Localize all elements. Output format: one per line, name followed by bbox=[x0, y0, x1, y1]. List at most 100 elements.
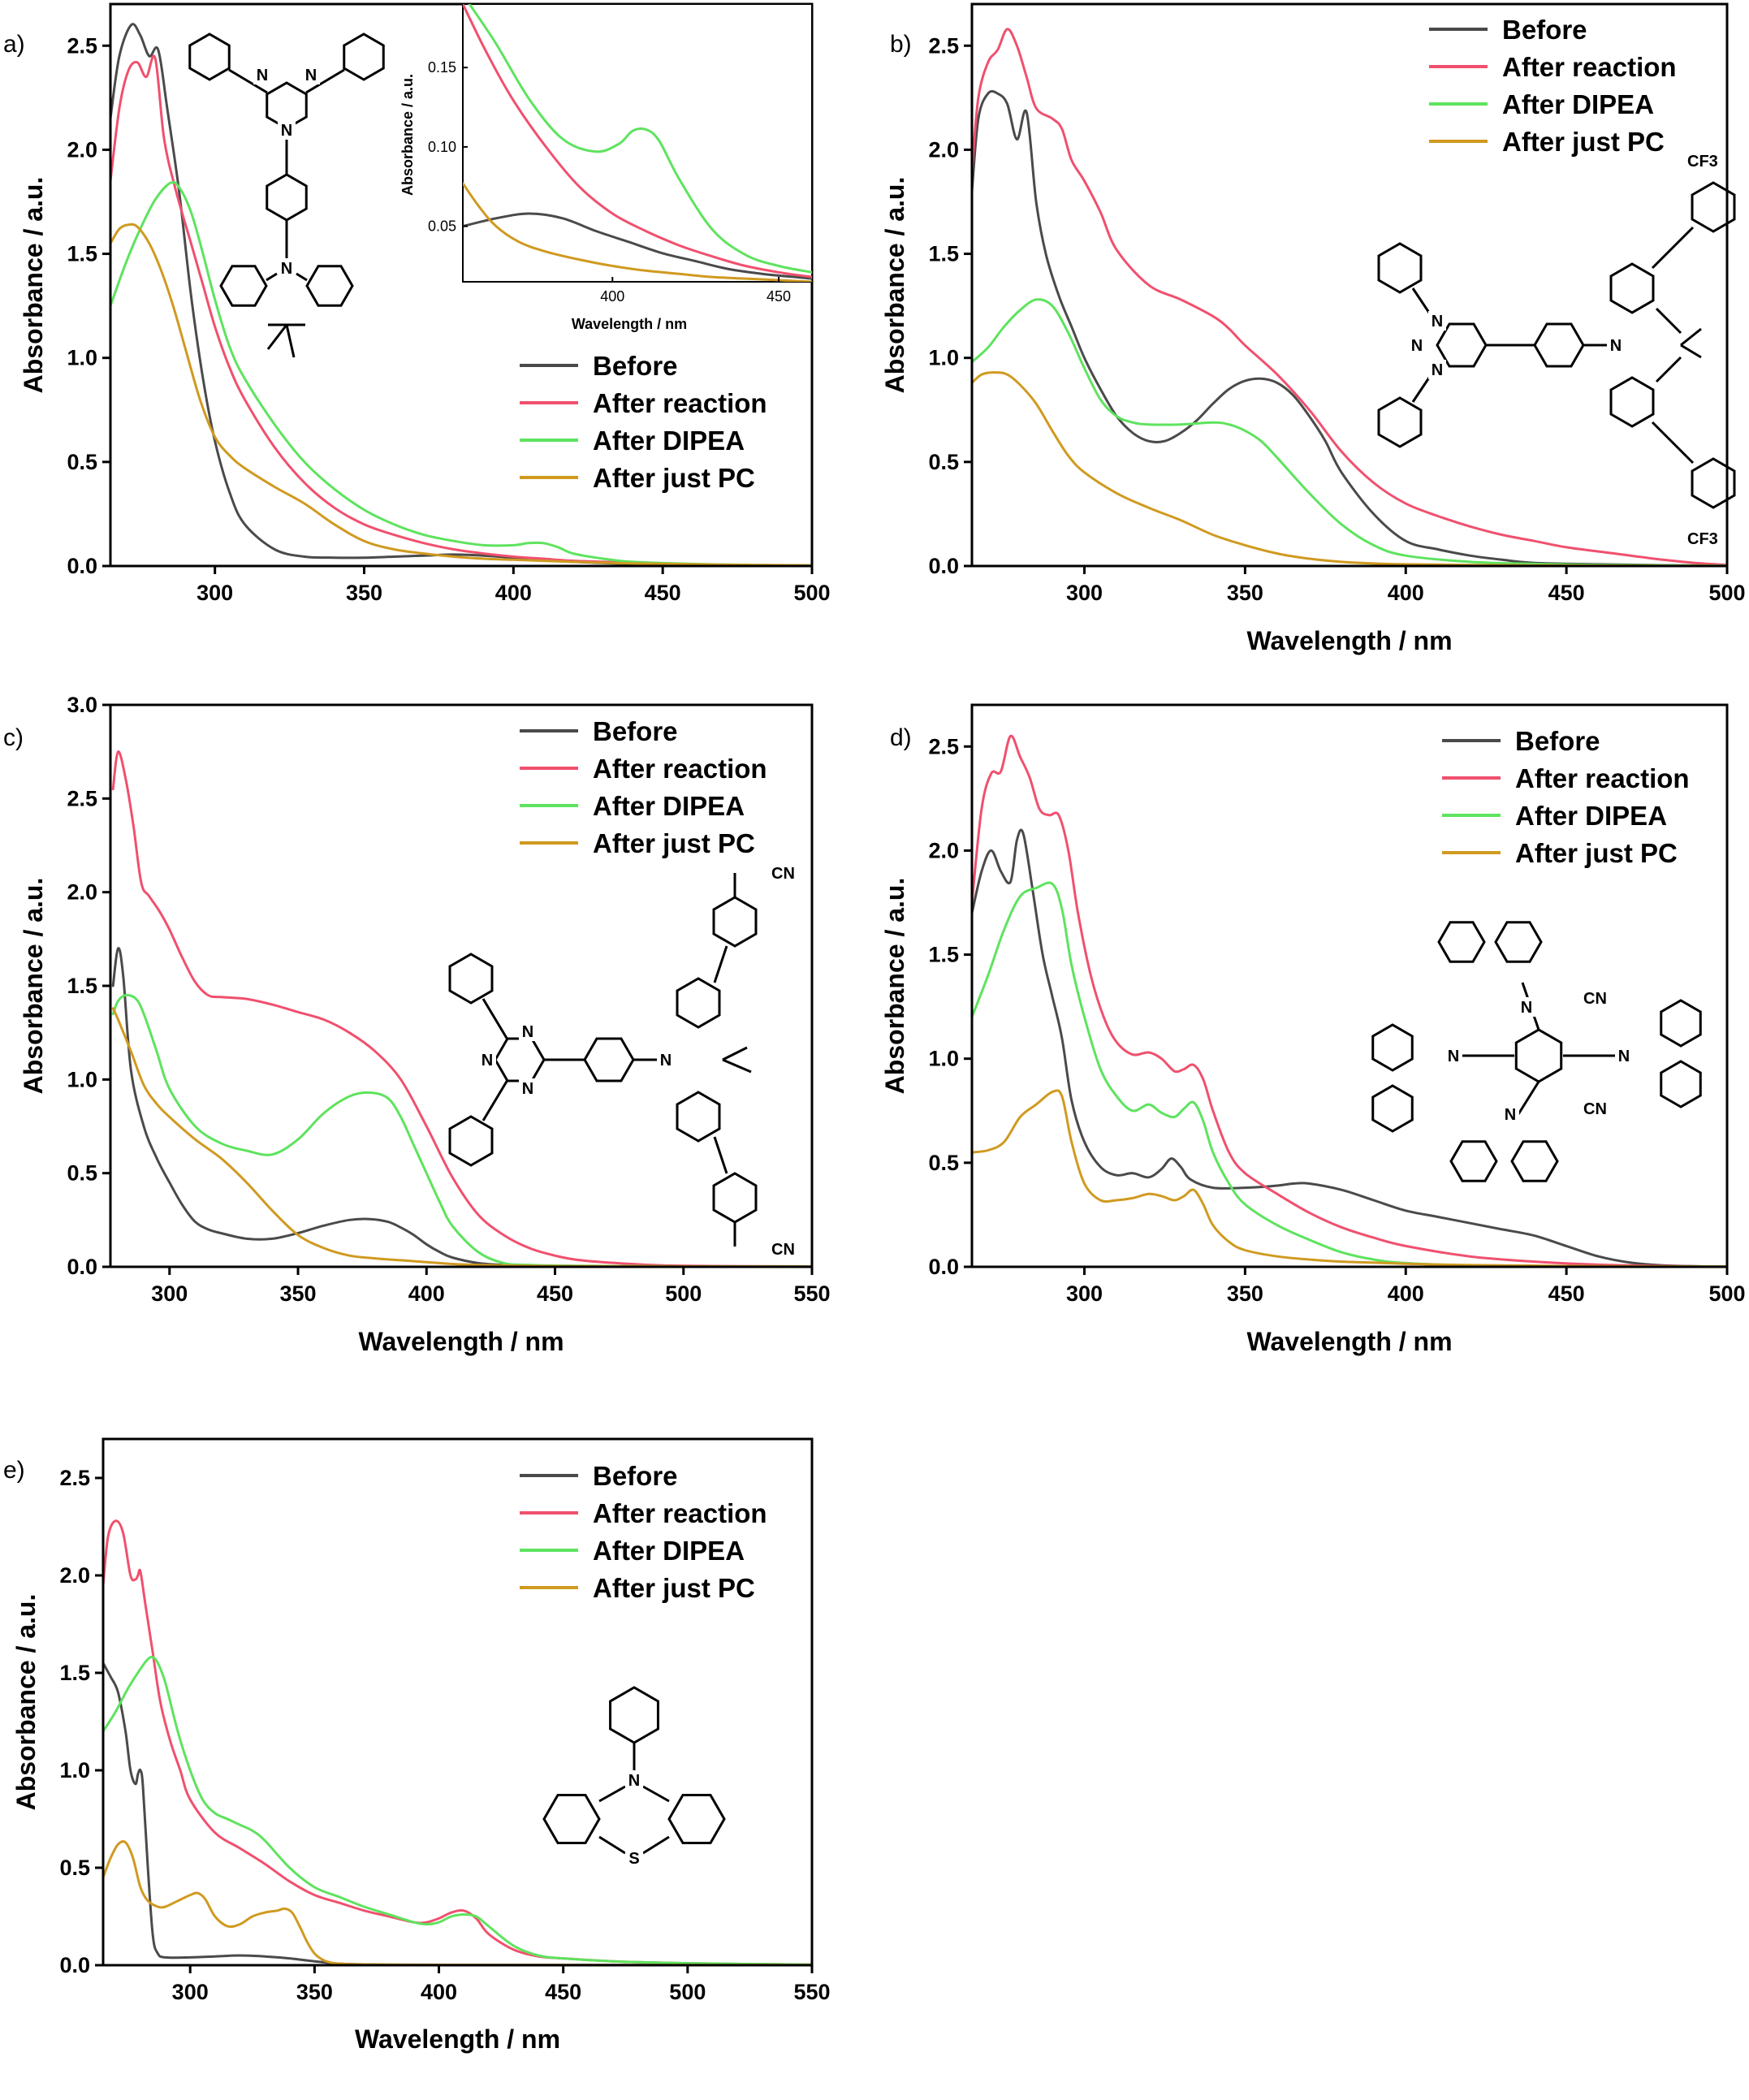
y-tick-label: 1.0 bbox=[928, 346, 959, 370]
panel-letter: d) bbox=[890, 724, 912, 751]
y-tick-label: 0.5 bbox=[67, 450, 97, 474]
series-line-after-just-pc bbox=[109, 223, 814, 567]
ring bbox=[266, 81, 308, 130]
atom-bg bbox=[625, 1770, 643, 1790]
bond bbox=[1651, 421, 1695, 465]
ring bbox=[188, 32, 231, 81]
x-tick-label: 450 bbox=[1548, 1281, 1585, 1306]
y-tick-label: 3.0 bbox=[67, 693, 97, 717]
atom-bg bbox=[1428, 360, 1446, 379]
ring bbox=[1494, 921, 1543, 963]
legend-entry: After just PC bbox=[593, 828, 755, 858]
y-axis-title: Absorbance / a.u. bbox=[880, 177, 909, 394]
substituent-cn: CN bbox=[771, 1241, 795, 1259]
series-line-after-just-pc bbox=[111, 1007, 814, 1268]
y-tick-label: 1.5 bbox=[59, 1661, 90, 1685]
y-tick-label: 2.5 bbox=[928, 734, 959, 758]
inset-x-tick-label: 400 bbox=[600, 288, 624, 305]
legend-entry: After reaction bbox=[1515, 763, 1690, 793]
bond bbox=[1655, 307, 1682, 335]
ring bbox=[1436, 322, 1488, 368]
atom-label: N bbox=[1505, 1106, 1516, 1124]
atom-bg bbox=[1518, 997, 1535, 1017]
x-axis-title: Wavelength / nm bbox=[355, 2024, 560, 2054]
bond bbox=[598, 1835, 626, 1855]
y-tick-label: 1.0 bbox=[59, 1758, 90, 1782]
chart-panel-5: e) 300 350 400 450 500 550 0.0 0.5 1.0 1.5 2.0 2.5 Ab… bbox=[3, 1437, 831, 2054]
atom-bg bbox=[278, 120, 296, 140]
plot-frame bbox=[970, 2, 1729, 568]
atom-bg bbox=[657, 1050, 675, 1069]
atom-label: N bbox=[281, 122, 292, 140]
ring bbox=[1691, 181, 1736, 233]
ring bbox=[1437, 921, 1486, 963]
inset-series-after-reaction bbox=[463, 4, 812, 279]
x-tick-label: 350 bbox=[296, 1980, 333, 2004]
legend-entry: After just PC bbox=[1502, 127, 1665, 157]
inset-x-tick-label: 450 bbox=[767, 288, 791, 305]
inset-y-tick-label: 0.15 bbox=[428, 59, 456, 76]
bond bbox=[713, 1136, 728, 1174]
inset-y-tick-label: 0.05 bbox=[428, 218, 456, 235]
x-tick-label: 350 bbox=[1227, 1281, 1263, 1306]
plot-frame bbox=[109, 2, 814, 568]
x-tick-label: 400 bbox=[1388, 581, 1424, 605]
legend-entry: After reaction bbox=[1502, 52, 1677, 82]
ring bbox=[343, 32, 385, 81]
substituent-cf3: CF3 bbox=[1687, 530, 1718, 548]
y-tick-label: 2.5 bbox=[67, 786, 97, 810]
series-line-before bbox=[970, 89, 1729, 567]
atom-label: N bbox=[482, 1052, 493, 1069]
ring bbox=[676, 977, 721, 1029]
bond bbox=[266, 272, 278, 282]
panel-letter: b) bbox=[890, 31, 912, 58]
x-tick-label: 300 bbox=[172, 1980, 209, 2004]
bond bbox=[713, 945, 728, 983]
plot-frame bbox=[109, 703, 814, 1268]
x-tick-label: 500 bbox=[1708, 1281, 1745, 1306]
y-tick-label: 1.5 bbox=[67, 242, 97, 266]
series-line-after-just-pc bbox=[101, 1839, 814, 1967]
legend: Before After reaction After DIPEA After jus… bbox=[1442, 726, 1690, 868]
bond bbox=[296, 272, 308, 282]
structure-c: N N N N CN CN bbox=[448, 865, 795, 1259]
x-tick-label: 550 bbox=[793, 1980, 830, 2004]
legend-entry: After DIPEA bbox=[593, 791, 745, 821]
atom-bg bbox=[1408, 335, 1426, 355]
ring bbox=[1609, 262, 1655, 314]
ring bbox=[219, 265, 268, 307]
plot-frame bbox=[101, 1437, 814, 1967]
y-tick-label: 2.0 bbox=[59, 1563, 90, 1588]
atom-bg bbox=[1445, 1046, 1462, 1065]
ring bbox=[1660, 999, 1702, 1048]
inset-x-axis-title: Wavelength / nm bbox=[572, 316, 687, 332]
legend: Before After reaction After DIPEA After jus… bbox=[520, 351, 767, 493]
atom-bg bbox=[519, 1078, 537, 1098]
y-tick-label: 0.5 bbox=[928, 1151, 959, 1175]
y-tick-label: 2.5 bbox=[928, 33, 959, 58]
ring bbox=[1377, 242, 1423, 294]
y-axis-title: Absorbance / a.u. bbox=[19, 177, 48, 394]
ring bbox=[1660, 1060, 1702, 1108]
y-tick-label: 2.0 bbox=[67, 880, 97, 905]
ring bbox=[609, 1686, 659, 1744]
atom-label: N bbox=[305, 67, 317, 84]
atom-label: N bbox=[522, 1023, 533, 1041]
panel-letter: c) bbox=[3, 724, 24, 751]
atom-label: N bbox=[1521, 999, 1532, 1017]
series-line-after-dipea bbox=[111, 993, 814, 1268]
ring bbox=[1371, 1023, 1414, 1072]
y-axis-title: Absorbance / a.u. bbox=[880, 878, 909, 1095]
atom-bg bbox=[278, 258, 296, 278]
x-tick-label: 400 bbox=[421, 1980, 457, 2004]
ring bbox=[1510, 1140, 1559, 1182]
atom-bg bbox=[1428, 311, 1446, 331]
structure-e: NS bbox=[542, 1686, 726, 1868]
atom-bg bbox=[625, 1848, 643, 1868]
x-tick-label: 400 bbox=[1388, 1281, 1424, 1306]
atom-label: N bbox=[628, 1772, 640, 1790]
y-tick-label: 0.0 bbox=[928, 1255, 959, 1279]
atom-label: N bbox=[1610, 337, 1622, 355]
y-tick-label: 0.0 bbox=[59, 1953, 90, 1977]
